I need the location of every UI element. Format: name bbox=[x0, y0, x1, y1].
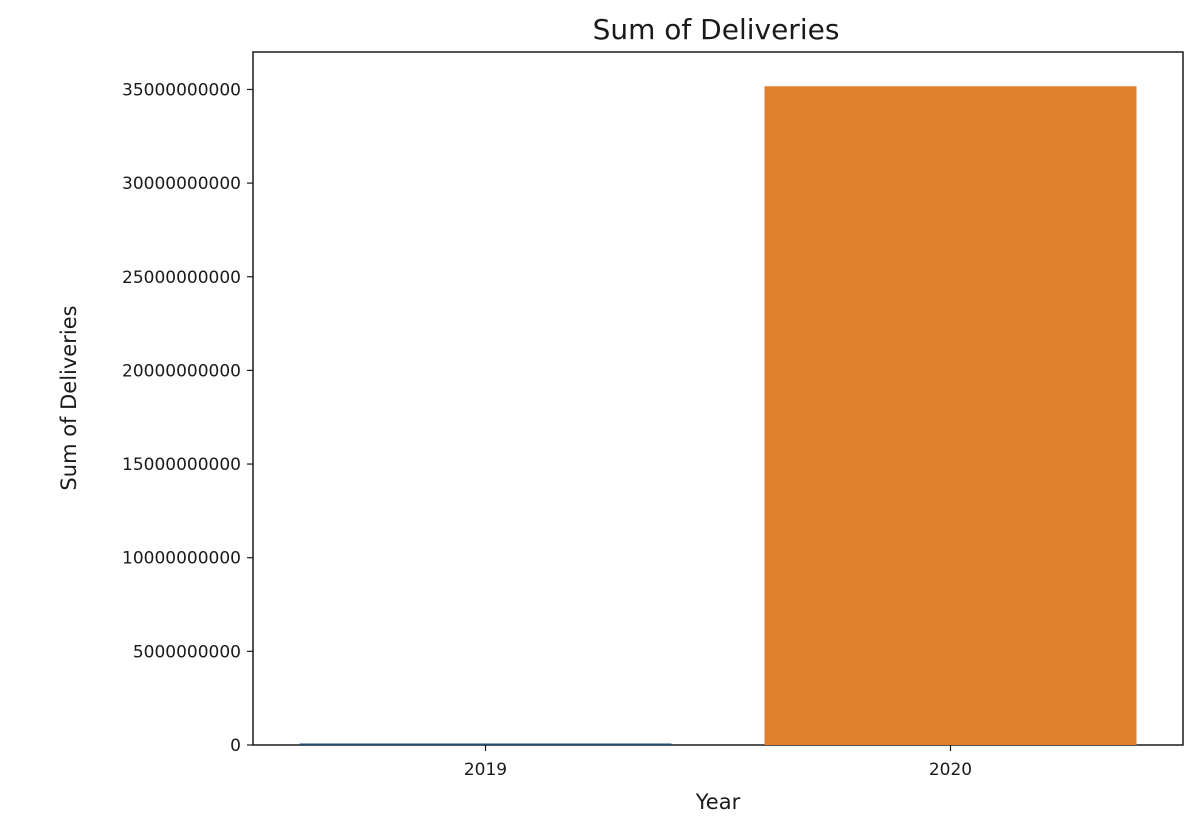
x-axis-ticks: 2019 2020 bbox=[464, 745, 972, 780]
chart-title: Sum of Deliveries bbox=[593, 13, 840, 46]
bar-2019 bbox=[299, 743, 672, 746]
bar-2020 bbox=[764, 86, 1137, 746]
x-tick-label: 2019 bbox=[464, 760, 507, 780]
y-axis-ticks: 0 5000000000 10000000000 15000000000 2000000… bbox=[122, 80, 253, 756]
x-tick-label: 2020 bbox=[929, 760, 972, 780]
y-tick-label: 10000000000 bbox=[122, 549, 241, 569]
plot-frame bbox=[252, 51, 1184, 746]
plot-area: 2019 2020 0 5000000000 10000000000 150000000… bbox=[122, 51, 1184, 780]
y-tick-label: 0 bbox=[230, 736, 241, 756]
y-axis-label: Sum of Deliveries bbox=[57, 305, 81, 490]
y-tick-label: 20000000000 bbox=[122, 361, 241, 381]
bars-layer bbox=[299, 86, 1137, 746]
y-tick-label: 5000000000 bbox=[133, 642, 241, 662]
y-tick-label: 35000000000 bbox=[122, 80, 241, 100]
x-axis-label: Year bbox=[695, 790, 741, 814]
y-tick-label: 25000000000 bbox=[122, 268, 241, 288]
y-tick-label: 30000000000 bbox=[122, 174, 241, 194]
y-tick-label: 15000000000 bbox=[122, 455, 241, 475]
